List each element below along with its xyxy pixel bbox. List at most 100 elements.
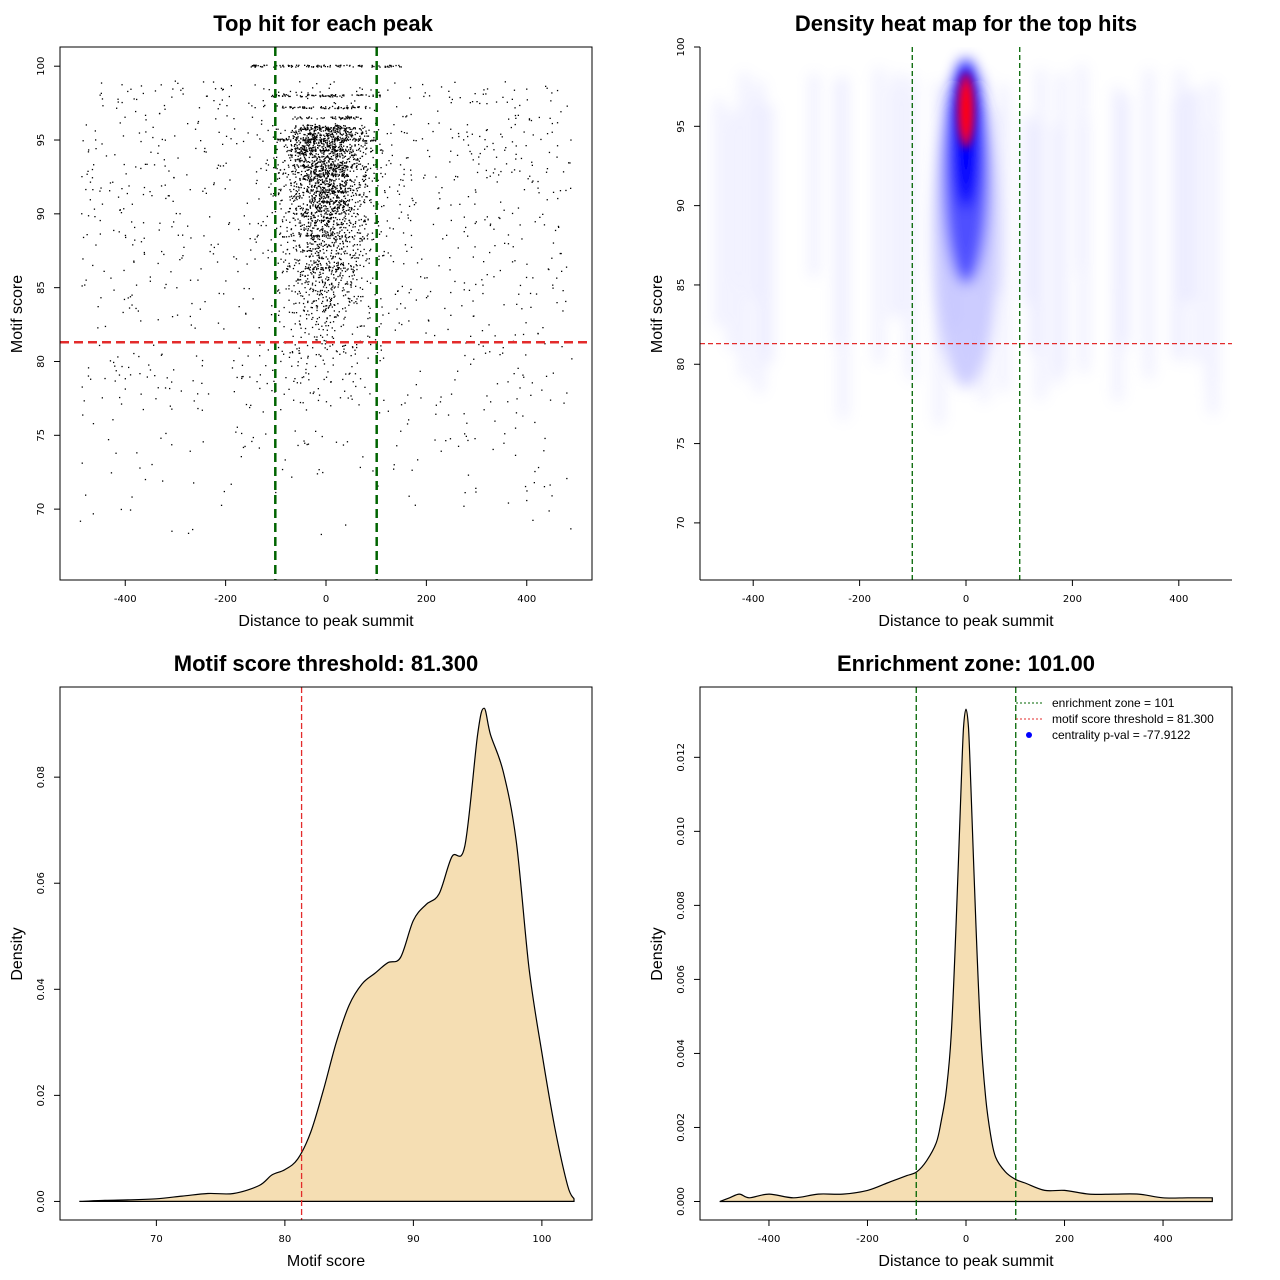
scatter-point xyxy=(354,205,356,207)
scatter-point xyxy=(338,224,340,226)
scatter-point xyxy=(285,106,287,108)
scatter-point xyxy=(440,86,443,88)
scatter-point xyxy=(306,344,309,347)
scatter-point xyxy=(339,204,341,207)
scatter-point xyxy=(352,150,354,153)
scatter-point xyxy=(322,130,325,132)
scatter-point xyxy=(318,247,320,249)
scatter-point xyxy=(346,135,348,137)
distance-density-xlabel: Distance to peak summit xyxy=(878,1253,1054,1270)
scatter-point xyxy=(301,95,303,98)
scatter-point xyxy=(320,267,322,269)
scatter-point xyxy=(330,304,332,306)
scatter-point xyxy=(320,183,323,185)
scatter-point xyxy=(300,184,302,186)
scatter-point xyxy=(562,310,564,312)
scatter-point xyxy=(308,314,310,316)
scatter-point xyxy=(314,146,316,148)
scatter-point xyxy=(308,116,310,118)
scatter-point xyxy=(299,151,301,153)
scatter-point xyxy=(299,81,301,83)
scatter-point xyxy=(299,127,302,130)
scatter-point xyxy=(289,149,291,152)
scatter-point xyxy=(316,263,318,266)
scatter-point xyxy=(343,162,346,164)
scatter-point xyxy=(346,117,348,119)
scatter-point xyxy=(303,155,305,157)
scatter-point xyxy=(322,268,324,270)
scatter-point xyxy=(313,140,315,142)
scatter-point xyxy=(316,157,318,160)
scatter-point xyxy=(131,203,133,205)
scatter-point xyxy=(330,255,332,257)
scatter-point xyxy=(384,65,386,67)
scatter-point xyxy=(359,87,361,89)
scatter-point xyxy=(87,375,90,377)
scatter-point xyxy=(110,472,113,474)
scatter-point xyxy=(364,144,366,146)
scatter-point xyxy=(309,129,311,131)
scatter-point xyxy=(343,129,346,131)
scatter-point xyxy=(278,289,280,291)
scatter-point xyxy=(331,269,333,272)
scatter-point xyxy=(441,187,443,189)
scatter-point xyxy=(362,151,365,154)
scatter-point xyxy=(294,154,297,156)
scatter-point xyxy=(370,147,372,149)
scatter-point xyxy=(351,167,353,169)
scatter-point xyxy=(297,278,299,280)
scatter-point xyxy=(318,124,320,127)
scatter-point xyxy=(311,149,313,151)
scatter-point xyxy=(303,229,305,231)
scatter-point xyxy=(339,132,341,134)
scatter-point xyxy=(303,126,305,128)
scatter-point xyxy=(116,107,118,109)
scatter-point xyxy=(306,233,309,235)
scatter-point xyxy=(363,201,365,203)
scatter-point xyxy=(236,426,238,428)
scatter-point xyxy=(294,144,296,146)
scatter-point xyxy=(161,353,163,355)
scatter-point xyxy=(266,159,268,161)
scatter-point xyxy=(339,147,342,150)
scatter-point xyxy=(359,138,361,140)
scatter-point xyxy=(363,168,365,170)
scatter-point xyxy=(364,178,367,181)
scatter-point xyxy=(221,99,223,101)
scatter-point xyxy=(326,291,328,293)
scatter-point xyxy=(356,326,359,328)
scatter-point xyxy=(546,168,549,170)
scatter-point xyxy=(337,135,339,137)
scatter-point xyxy=(329,189,331,191)
scatter-point xyxy=(344,294,347,296)
scatter-point xyxy=(438,192,440,194)
scatter-point xyxy=(352,105,354,107)
scatter-point xyxy=(252,298,254,300)
scatter-point xyxy=(335,212,337,215)
scatter-point xyxy=(303,140,306,142)
scatter-point xyxy=(344,195,346,197)
scatter-point xyxy=(330,405,332,407)
scatter-point xyxy=(348,161,351,163)
scatter-point xyxy=(368,312,370,314)
scatter-point xyxy=(319,230,321,232)
scatter-point xyxy=(354,349,356,351)
scatter-point xyxy=(287,149,289,152)
scatter-point xyxy=(351,230,353,232)
scatter-point xyxy=(312,204,314,206)
scatter-point xyxy=(293,285,295,287)
scatter-point xyxy=(310,238,312,240)
scatter-point xyxy=(354,257,356,259)
scatter-point xyxy=(299,160,302,162)
scatter-point xyxy=(166,377,168,379)
scatter-point xyxy=(320,176,322,178)
scatter-point xyxy=(321,163,323,165)
scatter-point xyxy=(520,157,523,160)
scatter-point xyxy=(277,172,280,174)
scatter-point xyxy=(115,370,117,372)
scatter-point xyxy=(318,128,321,130)
scatter-point xyxy=(296,198,298,201)
scatter-point xyxy=(347,236,350,239)
scatter-point xyxy=(330,198,332,201)
scatter-point xyxy=(177,82,179,84)
